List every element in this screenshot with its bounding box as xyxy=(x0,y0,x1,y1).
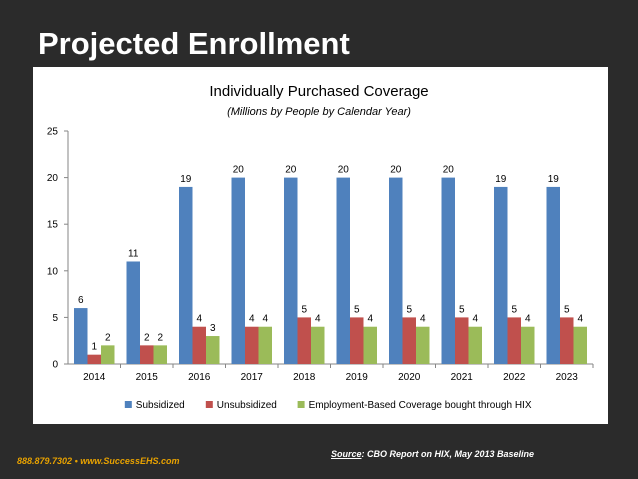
data-label: 5 xyxy=(354,304,360,315)
contact-website-link[interactable]: www.SuccessEHS.com xyxy=(80,456,180,466)
data-label: 20 xyxy=(390,165,402,176)
bar-unsubsidized-2014 xyxy=(87,354,101,364)
x-tick-label: 2014 xyxy=(83,372,106,383)
data-label: 5 xyxy=(511,304,517,315)
bar-unsubsidized-2022 xyxy=(507,317,521,364)
chart-subtitle: (Millions by People by Calendar Year) xyxy=(227,106,411,118)
data-label: 2 xyxy=(157,332,163,343)
bar-subsidized-2018 xyxy=(284,177,298,364)
x-tick-label: 2021 xyxy=(451,372,474,383)
data-label: 19 xyxy=(495,174,507,185)
x-tick-label: 2019 xyxy=(346,372,369,383)
data-label: 4 xyxy=(262,314,268,325)
bar-subsidized-2016 xyxy=(179,186,193,364)
bar-employment-based-coverage-bought-through-hix-2017 xyxy=(258,326,272,364)
data-label: 20 xyxy=(443,165,455,176)
bar-employment-based-coverage-bought-through-hix-2019 xyxy=(363,326,377,364)
data-label: 19 xyxy=(548,174,560,185)
data-label: 5 xyxy=(406,304,412,315)
data-label: 4 xyxy=(249,314,255,325)
legend-swatch xyxy=(124,401,132,408)
x-tick-label: 2015 xyxy=(136,372,159,383)
data-label: 4 xyxy=(196,314,202,325)
x-tick-label: 2018 xyxy=(293,372,316,383)
x-tick-label: 2017 xyxy=(241,372,264,383)
y-tick-label: 0 xyxy=(52,360,58,371)
y-tick-label: 25 xyxy=(47,127,59,138)
bar-unsubsidized-2017 xyxy=(245,326,259,364)
y-tick-label: 10 xyxy=(47,266,59,277)
data-label: 5 xyxy=(564,304,570,315)
bar-subsidized-2014 xyxy=(74,308,88,364)
legend-label: Employment-Based Coverage bought through… xyxy=(309,400,532,411)
bar-subsidized-2015 xyxy=(126,261,140,364)
bar-subsidized-2022 xyxy=(494,186,508,364)
data-label: 5 xyxy=(301,304,307,315)
chart-title: Individually Purchased Coverage xyxy=(209,83,428,100)
chart-panel: Individually Purchased Coverage (Million… xyxy=(33,67,608,424)
y-tick-label: 20 xyxy=(47,173,59,184)
bar-subsidized-2019 xyxy=(336,177,350,364)
legend-label: Subsidized xyxy=(136,400,185,411)
y-tick-label: 15 xyxy=(47,220,59,231)
bar-unsubsidized-2016 xyxy=(192,326,206,364)
slide-title: Projected Enrollment xyxy=(38,26,350,61)
bar-unsubsidized-2018 xyxy=(297,317,311,364)
bar-chart: Individually Purchased Coverage (Million… xyxy=(47,83,594,411)
contact-phone: 888.879.7302 xyxy=(17,456,73,466)
bar-employment-based-coverage-bought-through-hix-2023 xyxy=(573,326,587,364)
bar-unsubsidized-2015 xyxy=(140,345,154,364)
bar-unsubsidized-2020 xyxy=(402,317,416,364)
data-label: 6 xyxy=(78,295,84,306)
bar-unsubsidized-2019 xyxy=(350,317,364,364)
bar-employment-based-coverage-bought-through-hix-2022 xyxy=(521,326,535,364)
data-label: 11 xyxy=(128,248,139,259)
bar-employment-based-coverage-bought-through-hix-2014 xyxy=(101,345,115,364)
bar-subsidized-2021 xyxy=(441,177,455,364)
data-label: 3 xyxy=(210,323,216,334)
data-label: 4 xyxy=(525,314,531,325)
bar-employment-based-coverage-bought-through-hix-2015 xyxy=(153,345,167,364)
x-tick-label: 2023 xyxy=(556,372,579,383)
legend-swatch xyxy=(297,401,305,408)
data-label: 1 xyxy=(91,342,97,353)
x-tick-label: 2020 xyxy=(398,372,421,383)
bar-subsidized-2017 xyxy=(231,177,245,364)
data-label: 20 xyxy=(285,165,297,176)
legend-label: Unsubsidized xyxy=(217,400,277,411)
data-label: 4 xyxy=(577,314,583,325)
data-label: 19 xyxy=(180,174,192,185)
bar-subsidized-2020 xyxy=(389,177,403,364)
source-text: : CBO Report on HIX, May 2013 Baseline xyxy=(361,449,535,459)
data-label: 4 xyxy=(315,314,321,325)
bar-unsubsidized-2023 xyxy=(560,317,574,364)
x-tick-label: 2022 xyxy=(503,372,526,383)
footer-source: Source: CBO Report on HIX, May 2013 Base… xyxy=(331,449,534,459)
footer-contact: 888.879.7302 • www.SuccessEHS.com xyxy=(17,456,179,466)
bar-unsubsidized-2021 xyxy=(455,317,469,364)
bar-employment-based-coverage-bought-through-hix-2016 xyxy=(206,336,220,364)
data-label: 5 xyxy=(459,304,465,315)
bar-employment-based-coverage-bought-through-hix-2021 xyxy=(468,326,482,364)
data-label: 2 xyxy=(144,332,150,343)
source-label: Source xyxy=(331,449,362,459)
bar-employment-based-coverage-bought-through-hix-2018 xyxy=(311,326,325,364)
data-label: 4 xyxy=(472,314,478,325)
data-label: 4 xyxy=(420,314,426,325)
data-label: 4 xyxy=(367,314,373,325)
data-label: 20 xyxy=(233,165,245,176)
data-label: 2 xyxy=(105,332,111,343)
bar-subsidized-2023 xyxy=(546,186,560,364)
contact-separator: • xyxy=(74,456,78,466)
data-label: 20 xyxy=(338,165,350,176)
y-tick-label: 5 xyxy=(52,313,58,324)
bar-employment-based-coverage-bought-through-hix-2020 xyxy=(416,326,430,364)
chart-legend: Subsidized Unsubsidized Employment-Based C… xyxy=(124,400,532,411)
legend-swatch xyxy=(205,401,213,408)
x-tick-label: 2016 xyxy=(188,372,211,383)
